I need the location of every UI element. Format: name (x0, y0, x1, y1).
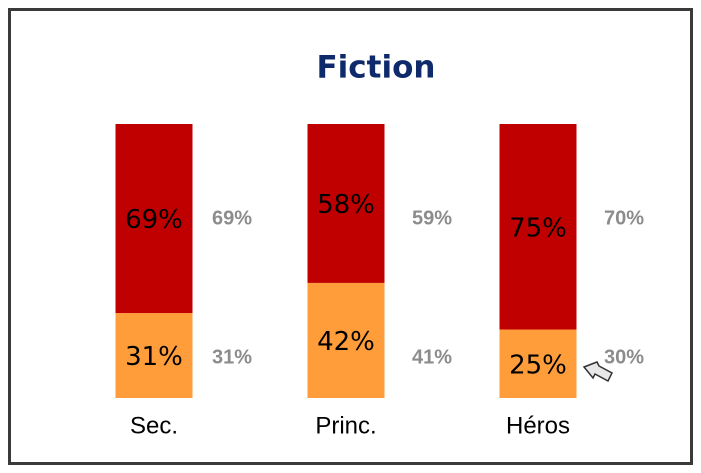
bar-segment (307, 124, 385, 283)
x-tick-label: Sec. (130, 412, 178, 439)
reference-label: 69% (212, 207, 252, 229)
data-label: 58% (317, 190, 375, 220)
bar-segment (307, 282, 385, 398)
plot: 31% 69% 31% 69% Sec. 42% 58% 41% 59% Princ. 25% 75%… (115, 124, 644, 439)
reference-label: 59% (412, 207, 452, 229)
data-label: 42% (317, 327, 375, 357)
x-tick-label: Princ. (315, 412, 376, 439)
cursor-icon (582, 361, 613, 383)
reference-label: 31% (212, 346, 252, 368)
x-tick-label: Héros (506, 412, 570, 439)
bar-segment (115, 124, 193, 314)
reference-label: 70% (604, 207, 644, 229)
data-label: 75% (509, 213, 567, 243)
data-label: 31% (125, 342, 183, 372)
data-label: 69% (125, 205, 183, 235)
reference-label: 41% (412, 346, 452, 368)
chart-title: Fiction (317, 50, 436, 86)
bar-segment (499, 329, 577, 398)
bar-segment (499, 124, 577, 330)
data-label: 25% (509, 350, 567, 380)
bar-segment (115, 313, 193, 398)
reference-label: 30% (604, 346, 644, 368)
